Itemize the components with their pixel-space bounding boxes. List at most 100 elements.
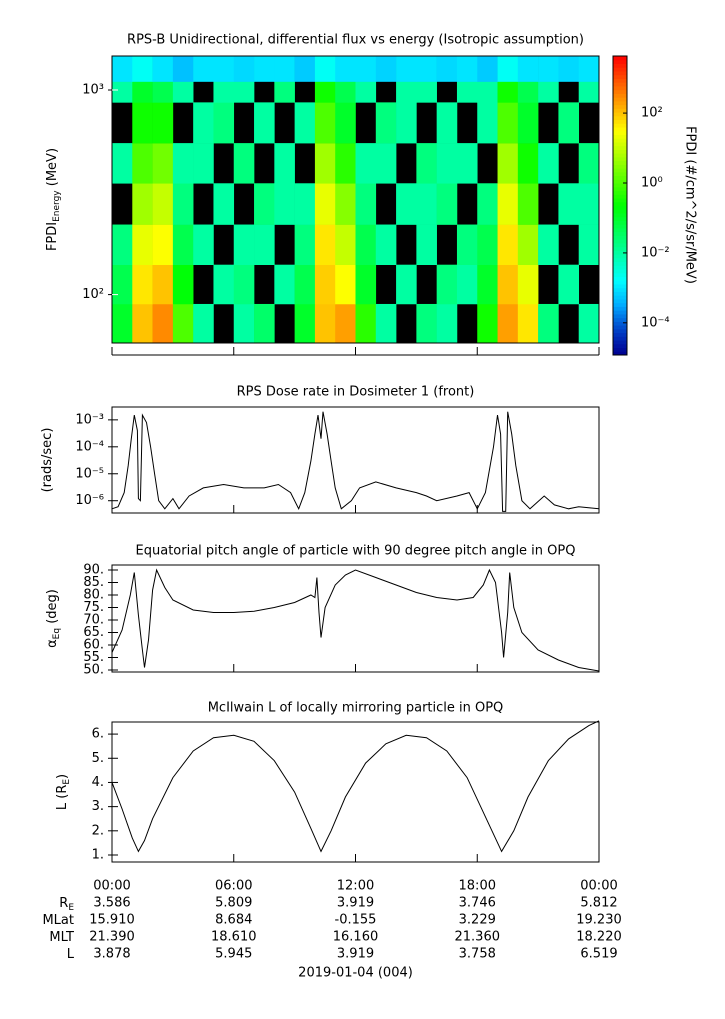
heatmap-cell [172, 303, 194, 344]
y-tick-label: 10² [82, 287, 104, 302]
colorbar-slice [613, 205, 627, 210]
colorbar-slice [613, 216, 627, 221]
colorbar-slice [613, 171, 627, 177]
heatmap-cell [254, 224, 275, 265]
heatmap-cell [172, 81, 194, 103]
colorbar-slice [613, 70, 627, 76]
heatmap-cell [132, 183, 153, 225]
colorbar-slice [613, 108, 627, 113]
heatmap-cell [416, 303, 437, 344]
heatmap-cell [213, 183, 235, 225]
heatmap-cell [172, 143, 194, 184]
colorbar-slice [613, 115, 627, 121]
colorbar-slice [613, 321, 627, 326]
heatmap-cell [132, 264, 153, 305]
panel-title: RPS-B Unidirectional, differential flux … [127, 33, 584, 48]
heatmap-cell [416, 224, 437, 265]
heatmap-cell [497, 264, 519, 305]
heatmap-cell [558, 56, 580, 82]
heatmap-cell [152, 224, 174, 265]
heatmap-cell [152, 264, 174, 305]
y-axis-label-rest: (deg) [45, 589, 60, 628]
colorbar-slice [613, 261, 627, 266]
heatmap-cell [578, 224, 600, 265]
colorbar-slice [613, 127, 627, 132]
ephemeris-value: 5.812 [580, 896, 617, 911]
colorbar-slice [613, 164, 627, 169]
heatmap-cell [375, 143, 397, 184]
colorbar-slice [613, 119, 627, 124]
y-tick-label: 1. [92, 847, 104, 862]
heatmap-cell [112, 143, 133, 184]
heatmap-cell [314, 224, 336, 265]
ephemeris-row-label: L [67, 947, 75, 962]
colorbar-slice [613, 78, 627, 83]
colorbar-slice [613, 145, 627, 150]
heatmap-cell [294, 56, 316, 82]
heatmap-cell [213, 81, 235, 103]
heatmap-cell [436, 264, 458, 305]
y-tick-label: 6. [92, 727, 104, 742]
heatmap-cell [375, 56, 397, 82]
heatmap-cell [112, 81, 133, 103]
y-tick-label: 4. [92, 775, 104, 790]
colorbar-slice [613, 85, 627, 91]
heatmap-cell [517, 102, 539, 144]
colorbar-slice [613, 194, 627, 199]
ephemeris-row-label-main: L [67, 947, 75, 962]
y-tick-label: 60. [83, 638, 104, 653]
colorbar-slice [613, 179, 627, 184]
heatmap-cell [355, 56, 377, 82]
plot-frame [111, 406, 600, 514]
colorbar-slice [613, 340, 627, 345]
heatmap-cell [172, 56, 194, 82]
heatmap-cell [335, 56, 356, 82]
heatmap-cell [254, 183, 275, 225]
heatmap-cell [497, 143, 519, 184]
heatmap-cell [436, 56, 458, 82]
colorbar-slice [613, 175, 627, 180]
heatmap-cell [112, 224, 133, 265]
heatmap-cell [355, 81, 377, 103]
heatmap-cell [355, 303, 377, 344]
colorbar-slice [613, 231, 627, 236]
heatmap-cell [274, 264, 295, 305]
heatmap-cell [538, 303, 559, 344]
colorbar-tick-label: 10⁻⁴ [641, 315, 670, 330]
heatmap-cell [172, 224, 194, 265]
heatmap-cell [132, 303, 153, 344]
colorbar-slice [613, 141, 627, 147]
heatmap-cell [375, 303, 397, 344]
colorbar-slice [613, 302, 627, 307]
heatmap-cell [517, 81, 539, 103]
ephemeris-value: 19.230 [576, 913, 622, 928]
ephemeris-value: 3.878 [93, 947, 130, 962]
x-tick-label: 12:00 [337, 879, 374, 894]
colorbar-slice [613, 313, 627, 319]
y-axis-label: αEq (deg) [45, 589, 62, 648]
colorbar-tick-label: 10⁰ [641, 176, 663, 191]
y-axis-label-main: FPDI [45, 222, 60, 251]
colorbar-slice [613, 100, 627, 106]
ephemeris-row-label: MLT [49, 930, 74, 945]
colorbar-slice [613, 112, 627, 117]
ephemeris-row-label-main: MLat [42, 913, 74, 928]
colorbar-slice [613, 183, 627, 188]
heatmap-cell [152, 303, 174, 344]
ephemeris-value: 5.809 [215, 896, 252, 911]
heatmap-cell [456, 143, 478, 184]
y-tick-label: 10⁻⁶ [75, 493, 104, 508]
plot-frame [111, 564, 600, 673]
heatmap-cell [538, 56, 559, 82]
heatmap-cell [274, 143, 295, 184]
heatmap-cell [436, 183, 458, 225]
x-tick-label: 00:00 [93, 879, 130, 894]
heatmap-cell [335, 224, 356, 265]
ephemeris-row-label-sub: E [68, 903, 74, 913]
colorbar-slice [613, 242, 627, 248]
y-axis-label-main: (rads/sec) [40, 428, 55, 493]
heatmap-cell [578, 303, 600, 344]
data-line [111, 720, 600, 853]
heatmap-cell [314, 143, 336, 184]
heatmap-cell [112, 264, 133, 305]
